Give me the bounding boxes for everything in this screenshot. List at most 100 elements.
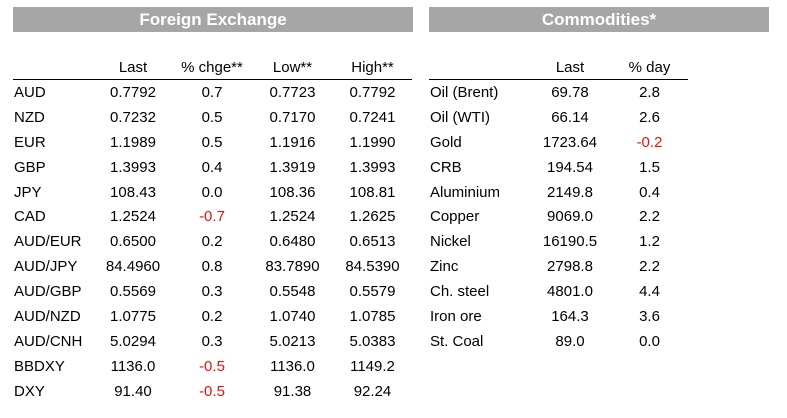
commodities-row: Gold 1723.64 -0.2: [429, 130, 688, 155]
fx-label-cell: AUD/EUR: [14, 233, 82, 251]
commodities-row: Aluminium 2149.8 0.4: [429, 180, 688, 205]
fx-header-last: Last: [94, 55, 172, 80]
fx-row: CAD 1.2524 -0.7 1.2524 1.2625: [13, 204, 412, 229]
fx-pct-change-cell: 0.5: [201, 108, 223, 126]
fx-pct-change-cell: 0.2: [201, 233, 223, 251]
commodities-last-cell: 2149.8: [547, 183, 593, 201]
fx-last-cell: 91.40: [114, 382, 152, 400]
commodities-title: Commodities*: [429, 7, 769, 32]
fx-low-cell: 5.0213: [269, 332, 316, 350]
commodities-pct-day-cell: 0.4: [639, 183, 660, 201]
commodities-label-cell: Ch. steel: [430, 283, 490, 301]
fx-row: EUR 1.1989 0.5 1.1916 1.1990: [13, 130, 412, 155]
fx-row: AUD/JPY 84.4960 0.8 83.7890 84.5390: [13, 254, 412, 279]
fx-row: DXY 91.40 -0.5 91.38 92.24: [13, 379, 412, 404]
fx-pct-change-cell: 0.3: [201, 283, 223, 301]
commodities-row: Iron ore 164.3 3.6: [429, 304, 688, 329]
commodities-pct-day-cell: 4.4: [639, 283, 660, 301]
commodities-last-cell: 9069.0: [547, 208, 593, 226]
fx-last-cell: 0.5569: [110, 283, 156, 301]
fx-label-cell: AUD/NZD: [14, 307, 81, 325]
fx-label-cell: EUR: [14, 133, 46, 151]
commodities-label-cell: Oil (Brent): [430, 83, 499, 101]
commodities-pct-day-cell: -0.2: [636, 133, 663, 151]
fx-last-cell: 0.6500: [110, 233, 156, 251]
fx-row: AUD/EUR 0.6500 0.2 0.6480 0.6513: [13, 229, 412, 254]
commodities-last-cell: 89.0: [555, 332, 585, 350]
fx-header-low: Low**: [252, 55, 333, 80]
fx-high-cell: 0.7241: [349, 108, 396, 126]
fx-high-cell: 108.81: [349, 183, 396, 201]
fx-high-cell: 1149.2: [350, 357, 395, 375]
commodities-last-cell: 66.14: [551, 108, 589, 126]
fx-high-cell: 92.24: [353, 382, 392, 400]
fx-header-row: Last % chge** Low** High**: [13, 55, 412, 80]
fx-last-cell: 1.3993: [110, 158, 156, 176]
commodities-row: CRB 194.54 1.5: [429, 155, 688, 180]
commodities-table: Last % day Oil (Brent) 69.78 2.8 Oil (WTI) 6…: [429, 55, 688, 354]
fx-row: AUD/NZD 1.0775 0.2 1.0740 1.0785: [13, 304, 412, 329]
commodities-label-cell: Aluminium: [430, 183, 501, 201]
fx-high-cell: 1.3993: [349, 158, 396, 176]
fx-high-cell: 0.5579: [349, 283, 396, 301]
fx-last-cell: 5.0294: [110, 332, 156, 350]
fx-pct-change-cell: 0.0: [201, 183, 223, 201]
fx-panel: Foreign Exchange Last % chge** Low** Hig…: [13, 7, 413, 404]
commodities-header-last: Last: [529, 55, 611, 80]
commodities-last-cell: 194.54: [547, 158, 593, 176]
fx-low-cell: 108.36: [269, 183, 316, 201]
fx-last-cell: 1.2524: [110, 208, 156, 226]
fx-last-cell: 0.7792: [110, 83, 156, 101]
commodities-last-cell: 4801.0: [547, 283, 593, 301]
commodities-label-cell: St. Coal: [430, 332, 484, 350]
fx-low-cell: 0.7723: [269, 83, 316, 101]
commodities-pct-day-cell: 2.2: [639, 208, 660, 226]
commodities-last-cell: 164.3: [551, 307, 589, 325]
commodities-pct-day-cell: 1.2: [639, 233, 660, 251]
commodities-header-row: Last % day: [429, 55, 688, 80]
commodities-row: Copper 9069.0 2.2: [429, 204, 688, 229]
fx-last-cell: 0.7232: [110, 108, 156, 126]
commodities-label-cell: Copper: [430, 208, 480, 226]
fx-pct-change-cell: 0.2: [201, 307, 223, 325]
fx-high-cell: 1.2625: [349, 208, 396, 226]
fx-label-cell: AUD/JPY: [14, 258, 78, 276]
commodities-label-cell: Oil (WTI): [430, 108, 490, 126]
fx-row: NZD 0.7232 0.5 0.7170 0.7241: [13, 105, 412, 130]
fx-high-cell: 5.0383: [349, 332, 396, 350]
commodities-last-cell: 16190.5: [542, 233, 598, 251]
fx-header-high: High**: [333, 55, 412, 80]
fx-last-cell: 1136.0: [110, 357, 156, 375]
commodities-row: Oil (WTI) 66.14 2.6: [429, 105, 688, 130]
fx-header-label: [13, 55, 94, 80]
commodities-pct-day-cell: 1.5: [639, 158, 660, 176]
commodities-row: St. Coal 89.0 0.0: [429, 329, 688, 354]
fx-pct-change-cell: 0.3: [201, 332, 223, 350]
fx-label-cell: AUD/CNH: [14, 332, 83, 350]
commodities-panel: Commodities* Last % day Oil (Brent) 69.78…: [429, 7, 769, 354]
fx-pct-change-cell: -0.7: [199, 208, 225, 226]
fx-low-cell: 1136.0: [270, 357, 315, 375]
fx-pct-change-cell: 0.8: [201, 258, 223, 276]
commodities-header-pct-day: % day: [611, 55, 688, 80]
commodities-row: Ch. steel 4801.0 4.4: [429, 279, 688, 304]
commodities-pct-day-cell: 2.8: [639, 83, 660, 101]
fx-low-cell: 1.1916: [269, 133, 316, 151]
commodities-label-cell: Gold: [430, 133, 462, 151]
fx-label-cell: GBP: [14, 158, 46, 176]
fx-low-cell: 91.38: [273, 382, 312, 400]
fx-label-cell: AUD: [14, 83, 46, 101]
fx-last-cell: 84.4960: [105, 258, 161, 276]
fx-high-cell: 84.5390: [345, 258, 400, 276]
fx-high-cell: 1.1990: [349, 133, 396, 151]
commodities-pct-day-cell: 0.0: [639, 332, 660, 350]
fx-pct-change-cell: 0.5: [201, 133, 223, 151]
fx-pct-change-cell: 0.7: [201, 83, 223, 101]
commodities-label-cell: CRB: [430, 158, 462, 176]
fx-label-cell: CAD: [14, 208, 46, 226]
fx-row: JPY 108.43 0.0 108.36 108.81: [13, 180, 412, 205]
fx-last-cell: 108.43: [110, 183, 156, 201]
commodities-label-cell: Iron ore: [430, 307, 482, 325]
fx-row: BBDXY 1136.0 -0.5 1136.0 1149.2: [13, 354, 412, 379]
fx-low-cell: 1.0740: [269, 307, 316, 325]
